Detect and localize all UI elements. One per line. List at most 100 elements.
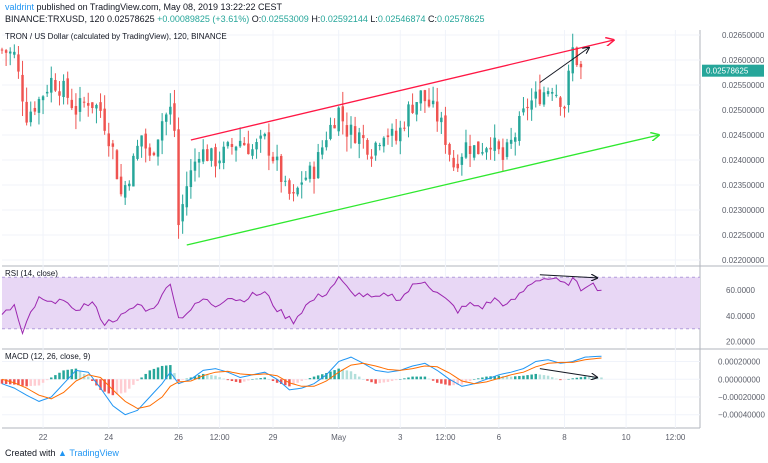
candle-body [173, 103, 176, 131]
candle-body [45, 91, 49, 94]
candle-body [460, 156, 464, 165]
candle-body [448, 143, 451, 155]
candle-body [74, 106, 78, 115]
macd-histogram-bar [526, 375, 529, 380]
author-link[interactable]: valdrint [5, 2, 35, 12]
macd-histogram-bar [399, 379, 402, 380]
macd-histogram-bar [440, 379, 443, 384]
support-trendline[interactable] [186, 135, 659, 246]
macd-histogram-bar [493, 376, 496, 380]
open-label: O: [251, 14, 262, 24]
macd-histogram-bar [386, 379, 390, 382]
candle-body [181, 204, 184, 222]
macd-line [1, 355, 602, 416]
candle-body [571, 47, 574, 74]
candle-body [362, 135, 365, 139]
published-text: published on TradingView.com, May 08, 20… [36, 2, 283, 12]
candle-body [230, 143, 234, 147]
macd-histogram-bar [579, 377, 583, 380]
candle-body [468, 145, 472, 154]
macd-histogram-bar [292, 379, 295, 385]
macd-histogram-bar [419, 376, 423, 380]
candle-body [308, 165, 312, 179]
macd-histogram-bar [407, 377, 410, 380]
candle-body [501, 147, 505, 160]
candle-body [411, 104, 414, 113]
macd-divergence-arrow[interactable] [539, 368, 597, 378]
candle-body [58, 91, 61, 96]
candle-body [103, 108, 106, 131]
candle-body [292, 192, 295, 194]
time-tick-label: 12:00 [210, 433, 231, 442]
candle-body [197, 158, 201, 163]
macd-histogram-bar [123, 379, 127, 393]
resistance-trendline[interactable] [190, 40, 614, 141]
candle-body [382, 137, 386, 147]
candle-body [70, 99, 74, 109]
macd-histogram-bar [485, 376, 488, 380]
candle-body [193, 161, 197, 171]
macd-histogram-bar [263, 377, 267, 380]
macd-histogram-bar [54, 375, 57, 380]
macd-tick-label: 0.00020000 [718, 358, 761, 367]
candle-body [50, 77, 53, 93]
candle-body [435, 101, 439, 122]
open-value: 0.02553009 [261, 14, 309, 24]
candle-body [234, 146, 238, 151]
macd-histogram-bar [255, 378, 258, 380]
candle-body [54, 80, 57, 91]
macd-histogram-bar [37, 379, 41, 386]
candle-body [509, 139, 513, 144]
macd-histogram-bar [99, 379, 102, 390]
macd-histogram-bar [497, 375, 501, 380]
macd-histogram-bar [316, 375, 320, 380]
candle-body [226, 142, 230, 147]
candle-body [144, 133, 147, 149]
candle-body [325, 140, 328, 148]
candle-body [66, 78, 69, 98]
macd-histogram-bar [4, 379, 8, 384]
candle-body [407, 104, 410, 127]
footer: Created with ▲ TradingView [5, 448, 119, 458]
low-label: L: [370, 14, 378, 24]
candle-body [284, 180, 287, 182]
candle-body [177, 129, 180, 226]
candle-body [160, 121, 164, 141]
rsi-divergence-arrow[interactable] [539, 275, 597, 278]
time-tick-label: 12:00 [435, 433, 456, 442]
candle-body [419, 90, 423, 104]
candle-body [275, 156, 279, 161]
price-tick-label: 0.02550000 [722, 81, 765, 90]
macd-histogram-bar [165, 365, 168, 380]
macd-histogram-bar [128, 379, 131, 389]
candle-body [238, 140, 242, 147]
macd-histogram-bar [132, 379, 135, 385]
macd-histogram-bar [534, 373, 537, 380]
price-trend-arrow[interactable] [539, 48, 589, 83]
macd-histogram-bar [136, 379, 139, 382]
macd-histogram-bar [259, 378, 262, 380]
candle-body [497, 141, 501, 150]
macd-pane-title: MACD (12, 26, close, 9) [5, 352, 91, 361]
candle-body [132, 155, 135, 187]
candle-body [148, 147, 152, 156]
macd-histogram-bar [115, 379, 119, 395]
macd-histogram-bar [353, 373, 357, 380]
candle-body [440, 117, 443, 123]
candle-body [62, 80, 65, 98]
tradingview-brand[interactable]: TradingView [69, 448, 119, 458]
macd-histogram-bar [518, 376, 521, 380]
macd-histogram-bar [13, 379, 16, 385]
time-tick-label: 10 [622, 433, 631, 442]
candle-body [4, 50, 8, 53]
macd-histogram-bar [214, 375, 217, 380]
candle-body [99, 102, 102, 111]
macd-histogram-bar [530, 374, 533, 380]
macd-histogram-bar [481, 377, 484, 380]
macd-histogram-bar [140, 377, 143, 380]
macd-histogram-bar [337, 368, 340, 380]
macd-histogram-bar [226, 379, 230, 381]
candle-body [218, 160, 221, 164]
candle-body [247, 143, 250, 155]
